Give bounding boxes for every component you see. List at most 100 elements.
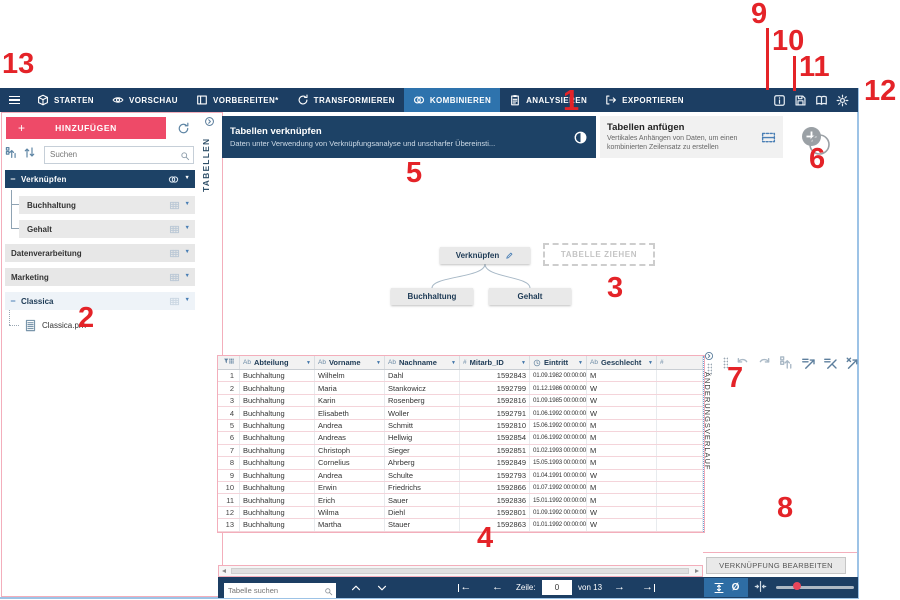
chevron-down-icon[interactable]: ▼ bbox=[184, 175, 190, 182]
info-button[interactable] bbox=[773, 94, 786, 107]
tab-vorbereiten[interactable]: VORBEREITEN* bbox=[187, 88, 288, 112]
redo-button[interactable] bbox=[757, 355, 772, 370]
column-header-mitarb-id[interactable]: # Mitarb_ID ▼ bbox=[460, 356, 530, 369]
chevron-down-icon[interactable]: ▼ bbox=[184, 249, 190, 256]
join-tables-card[interactable]: Tabellen verknüpfen Daten unter Verwendu… bbox=[222, 116, 596, 158]
refresh-tables-button[interactable] bbox=[172, 118, 194, 138]
collapse-columns-button[interactable] bbox=[754, 580, 767, 593]
source-table-node[interactable]: Gehalt bbox=[489, 288, 571, 305]
scroll-left-icon[interactable] bbox=[222, 569, 226, 573]
filter-caret-icon[interactable]: ▼ bbox=[578, 359, 583, 366]
column-header-eintritt[interactable]: Eintritt ▼ bbox=[530, 356, 587, 369]
append-tables-card[interactable]: Tabellen anfügen Vertikales Anhängen von… bbox=[600, 116, 783, 158]
sort-tables-button[interactable] bbox=[23, 146, 36, 159]
scrollbar-thumb[interactable] bbox=[231, 568, 689, 574]
table-row[interactable]: 13 Buchhaltung Martha Stauer 1592863 01.01.19… bbox=[218, 519, 703, 532]
tree-join-verknüpfen[interactable]: − Verknüpfen ▼ bbox=[5, 170, 195, 188]
tab-analysieren[interactable]: ANALYSIEREN bbox=[500, 88, 596, 112]
undo-button[interactable] bbox=[735, 355, 750, 370]
column-header-abteilung[interactable]: Ab Abteilung ▼ bbox=[240, 356, 315, 369]
table-drop-zone[interactable]: TABELLE ZIEHEN bbox=[543, 243, 655, 266]
add-table-button[interactable]: + HINZUFÜGEN bbox=[6, 117, 166, 139]
edit-pencil-icon[interactable] bbox=[505, 251, 514, 260]
zoom-slider-handle[interactable] bbox=[793, 582, 801, 590]
table-search-input[interactable] bbox=[224, 583, 336, 598]
jump-to-latest-button[interactable] bbox=[779, 355, 794, 370]
tab-aenderungsverlauf[interactable]: ÄNDERUNGSVERLAUF bbox=[703, 372, 712, 471]
column-header-geschlecht[interactable]: Ab Geschlecht ▼ bbox=[587, 356, 657, 369]
next-row-button[interactable]: → bbox=[614, 581, 625, 593]
search-down-button[interactable] bbox=[376, 582, 388, 594]
save-button[interactable] bbox=[794, 94, 807, 107]
table-row[interactable]: 3 Buchhaltung Karin Rosenberg 1592816 01.09.1… bbox=[218, 394, 703, 408]
tree-table-datenverarbeitung[interactable]: Datenverarbeitung ▼ bbox=[5, 244, 195, 262]
tree-table-gehalt[interactable]: Gehalt ▼ bbox=[19, 220, 195, 238]
collapse-all-button[interactable] bbox=[5, 146, 18, 159]
collapse-history-icon[interactable] bbox=[704, 351, 714, 361]
tree-table-buchhaltung[interactable]: Buchhaltung ▼ bbox=[19, 196, 195, 214]
apply-changes-button[interactable] bbox=[801, 355, 816, 370]
discard-changes-button[interactable] bbox=[823, 355, 838, 370]
previous-row-button[interactable]: ← bbox=[492, 581, 503, 593]
table-row[interactable]: 11 Buchhaltung Erich Sauer 1592836 15.01.1992… bbox=[218, 494, 703, 507]
table-tree-search-input[interactable] bbox=[44, 145, 194, 164]
menu-icon[interactable] bbox=[0, 88, 28, 112]
row-number-input[interactable] bbox=[542, 580, 572, 595]
table-row[interactable]: 6 Buchhaltung Andreas Hellwig 1592854 01.06.1… bbox=[218, 432, 703, 445]
join-node[interactable]: Verknüpfen bbox=[440, 247, 530, 264]
table-row[interactable]: 9 Buchhaltung Andrea Schulte 1592793 01.04.19… bbox=[218, 469, 703, 482]
filter-caret-icon[interactable]: ▼ bbox=[451, 359, 456, 366]
table-row[interactable]: 1 Buchhaltung Wilhelm Dahl 1592843 01.09.1982… bbox=[218, 370, 703, 383]
table-row[interactable]: 2 Buchhaltung Maria Stankowicz 1592799 01.12.… bbox=[218, 382, 703, 395]
tab-transformieren[interactable]: TRANSFORMIEREN bbox=[288, 88, 404, 112]
collapse-icon[interactable]: − bbox=[10, 174, 16, 184]
join-card-title: Tabellen verknüpfen bbox=[230, 126, 322, 137]
filter-caret-icon[interactable]: ▼ bbox=[648, 359, 653, 366]
table-row[interactable]: 5 Buchhaltung Andrea Schmitt 1592810 15.06.19… bbox=[218, 419, 703, 433]
chevron-down-icon[interactable]: ▼ bbox=[184, 297, 190, 304]
tree-table-marketing[interactable]: Marketing ▼ bbox=[5, 268, 195, 286]
tab-vorschau[interactable]: VORSCHAU bbox=[103, 88, 187, 112]
table-row[interactable]: 7 Buchhaltung Christoph Sieger 1592851 01.02.… bbox=[218, 444, 703, 458]
tab-starten[interactable]: STARTEN bbox=[28, 88, 103, 112]
table-row[interactable]: 8 Buchhaltung Cornelius Ahrberg 1592849 15.05… bbox=[218, 457, 703, 470]
tab-tabellen[interactable]: TABELLEN bbox=[201, 137, 211, 192]
chevron-down-icon[interactable]: ▼ bbox=[184, 201, 190, 208]
filter-caret-icon[interactable]: ▼ bbox=[306, 359, 311, 366]
panel-drag-handle[interactable] bbox=[707, 363, 712, 375]
table-row[interactable]: 10 Buchhaltung Erwin Friedrichs 1592866 01.07… bbox=[218, 481, 703, 495]
scroll-right-icon[interactable] bbox=[695, 569, 699, 573]
horizontal-scrollbar[interactable] bbox=[218, 565, 703, 577]
table-header-row: Ab Abteilung ▼ Ab Vorname ▼ Ab Nachname ▼ # Mitarb… bbox=[218, 356, 703, 370]
collapse-panel-icon[interactable] bbox=[204, 116, 215, 127]
show-nulls-button[interactable]: Ø bbox=[731, 581, 740, 593]
first-row-button[interactable]: ← bbox=[458, 582, 471, 593]
column-header-extra[interactable]: # bbox=[657, 356, 703, 369]
filter-caret-icon[interactable]: ▼ bbox=[376, 359, 381, 366]
column-header-nachname[interactable]: Ab Nachname ▼ bbox=[385, 356, 460, 369]
tab-exportieren[interactable]: EXPORTIEREN bbox=[596, 88, 693, 112]
chevron-down-icon[interactable]: ▼ bbox=[184, 273, 190, 280]
collapse-icon[interactable]: − bbox=[10, 296, 16, 306]
tab-kombinieren[interactable]: KOMBINIEREN bbox=[403, 88, 501, 112]
edit-join-button[interactable]: VERKNÜPFUNG BEARBEITEN bbox=[706, 557, 846, 574]
settings-button[interactable] bbox=[836, 94, 849, 107]
join-venn-icon bbox=[573, 130, 588, 145]
fit-row-height-button[interactable] bbox=[713, 582, 725, 594]
select-all-header[interactable] bbox=[218, 356, 240, 369]
table-row[interactable]: 12 Buchhaltung Wilma Diehl 1592801 01.09.1992… bbox=[218, 506, 703, 520]
revert-changes-button[interactable] bbox=[845, 355, 860, 370]
tree-file-classica-prn[interactable]: Classica.prn bbox=[24, 316, 195, 334]
filter-caret-icon[interactable]: ▼ bbox=[521, 359, 526, 366]
column-header-vorname[interactable]: Ab Vorname ▼ bbox=[315, 356, 385, 369]
chevron-down-icon[interactable]: ▼ bbox=[184, 225, 190, 232]
add-join-icon[interactable] bbox=[798, 123, 832, 162]
table-row[interactable]: 4 Buchhaltung Elisabeth Woller 1592791 01.06.… bbox=[218, 407, 703, 420]
source-table-node[interactable]: Buchhaltung bbox=[391, 288, 473, 305]
search-up-button[interactable] bbox=[350, 582, 362, 594]
zoom-slider-track[interactable] bbox=[776, 586, 854, 589]
data-source-button[interactable] bbox=[815, 94, 828, 107]
tree-group-classica[interactable]: − Classica ▼ bbox=[5, 292, 195, 310]
last-row-button[interactable]: → bbox=[642, 582, 656, 593]
toolbar-drag-handle[interactable] bbox=[723, 356, 728, 369]
